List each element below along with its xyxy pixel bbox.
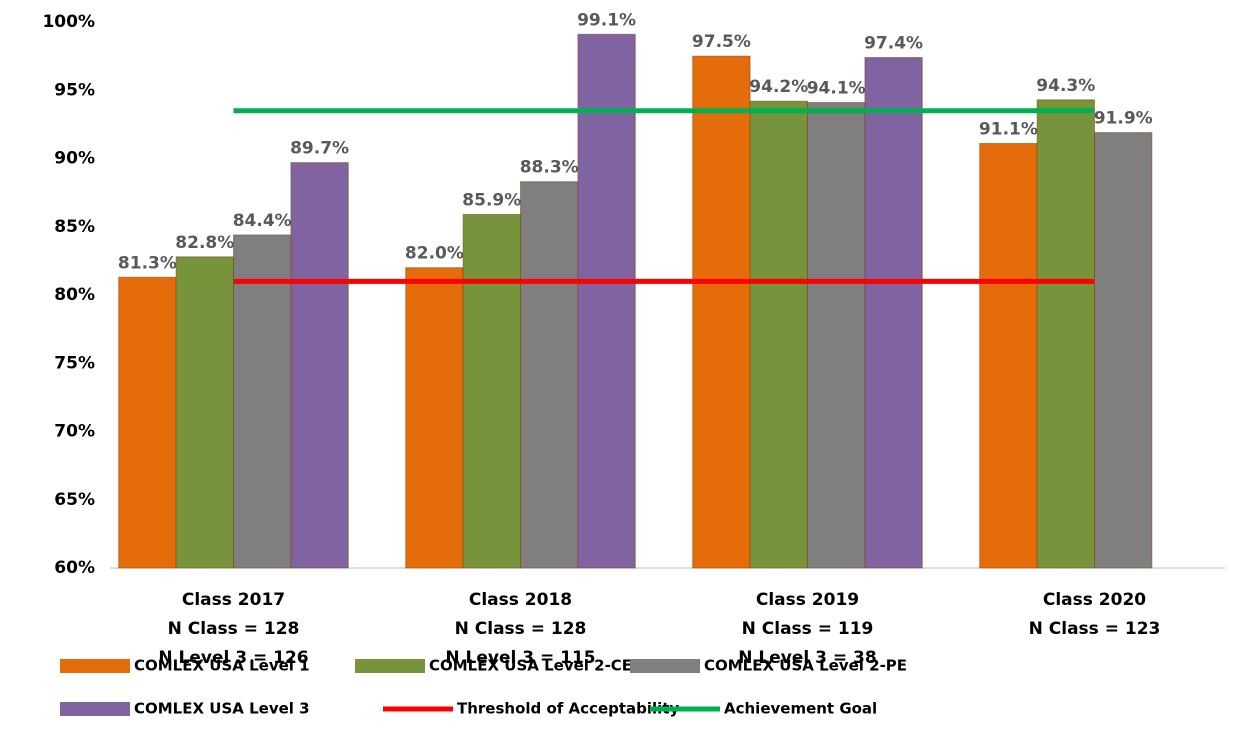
bar — [118, 276, 177, 569]
data-label: 94.2% — [749, 77, 808, 97]
x-tick-label: N Class = 123 — [1029, 619, 1161, 639]
x-tick-label: N Class = 119 — [742, 619, 874, 639]
bar — [749, 100, 808, 569]
x-tick-label: N Level 3 = 126 — [158, 648, 308, 668]
data-label: 89.7% — [290, 139, 349, 159]
x-tick-label: N Level 3 = 38 — [738, 648, 876, 668]
legend-label: COMLEX USA Level 3 — [134, 700, 310, 718]
data-label: 88.3% — [520, 158, 579, 178]
x-tick-label: N Class = 128 — [168, 619, 300, 639]
x-tick-label: Class 2020 — [1043, 590, 1146, 610]
bar — [807, 102, 866, 569]
y-tick-label: 60% — [54, 558, 95, 578]
data-label: 82.0% — [405, 244, 464, 264]
bar — [1036, 99, 1095, 569]
data-label: 82.8% — [175, 233, 234, 253]
legend-label: Threshold of Acceptability — [457, 700, 679, 718]
data-label: 91.1% — [979, 119, 1038, 139]
legend-label: COMLEX USA Level 2-PE — [704, 657, 907, 675]
bar — [290, 162, 349, 569]
y-tick-label: 85% — [54, 217, 95, 237]
x-tick-label: Class 2018 — [469, 590, 572, 610]
y-tick-label: 70% — [54, 422, 95, 442]
bar — [979, 142, 1038, 569]
data-label: 94.1% — [807, 79, 866, 99]
x-tick-label: N Class = 128 — [455, 619, 587, 639]
bar — [520, 181, 579, 569]
legend-swatch — [630, 659, 700, 673]
data-label: 97.4% — [864, 33, 923, 53]
legend-swatch — [60, 659, 130, 673]
bar — [577, 33, 636, 569]
bar — [1094, 132, 1153, 569]
legend-swatch — [355, 659, 425, 673]
data-label: 84.4% — [233, 211, 292, 231]
legend-label: COMLEX USA Level 2-CE — [429, 657, 632, 675]
y-tick-label: 95% — [54, 80, 95, 100]
bar — [462, 213, 522, 569]
data-label: 85.9% — [462, 190, 521, 210]
data-label: 94.3% — [1036, 76, 1095, 96]
x-tick-label: N Level 3 = 115 — [445, 648, 595, 668]
x-tick-label: Class 2019 — [756, 590, 859, 610]
y-tick-label: 75% — [54, 353, 95, 373]
bar — [864, 56, 923, 569]
y-tick-label: 90% — [54, 149, 95, 169]
bar — [405, 267, 464, 569]
legend-label: COMLEX USA Level 1 — [134, 657, 310, 675]
y-tick-label: 65% — [54, 490, 95, 510]
data-label: 91.9% — [1094, 109, 1153, 129]
x-tick-label: Class 2017 — [182, 590, 285, 610]
data-label: 99.1% — [577, 10, 636, 30]
legend-swatch — [60, 702, 130, 716]
data-label: 81.3% — [118, 253, 177, 273]
data-label: 97.5% — [692, 32, 751, 52]
y-tick-label: 80% — [54, 285, 95, 305]
y-tick-label: 100% — [42, 12, 95, 32]
bar — [233, 234, 292, 569]
bar — [692, 55, 751, 569]
bar — [175, 256, 235, 569]
legend-label: Achievement Goal — [724, 700, 877, 718]
